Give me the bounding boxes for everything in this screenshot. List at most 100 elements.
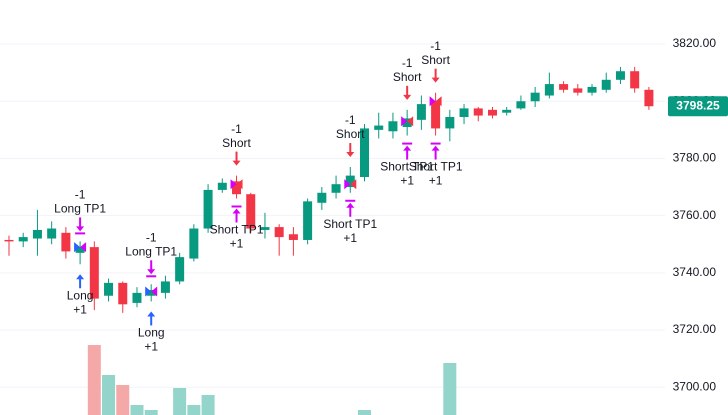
arrow-head [346, 152, 355, 158]
signal-label: -1 [402, 56, 413, 70]
candle-body [459, 108, 469, 117]
signal-label: -1 [75, 188, 86, 202]
signal-label: Long TP1 [54, 202, 106, 216]
candle-body [175, 257, 185, 282]
signal-marker [151, 286, 158, 297]
signal-label: +1 [343, 231, 357, 245]
candle-body [445, 116, 455, 129]
candle-body [89, 247, 99, 299]
y-tick-label: 3720.00 [673, 322, 717, 336]
candle-body [416, 104, 426, 120]
candle-body [431, 101, 441, 129]
candle-body [61, 232, 71, 252]
signal-label: Short TP1 [409, 160, 463, 174]
candle-body [544, 84, 554, 96]
arrow-head [403, 145, 412, 151]
signal-label: Long TP1 [125, 244, 177, 258]
candle-body [160, 281, 170, 293]
y-tick-label: 3780.00 [673, 151, 717, 165]
arrow-head [147, 311, 156, 317]
candle-body [473, 108, 483, 116]
candle-body [530, 92, 540, 102]
candle-body [32, 229, 42, 239]
signal-label: Long [138, 326, 165, 340]
candle-body [246, 194, 256, 229]
signal-arrow [76, 274, 85, 289]
candle-body [360, 128, 369, 178]
signal-arrow [231, 205, 242, 223]
candle-body [502, 109, 512, 113]
candle-body [274, 227, 284, 238]
signal-marker [145, 286, 152, 297]
signal-marker [236, 179, 243, 190]
candle-body [487, 109, 497, 116]
signal-label: -1 [345, 113, 356, 127]
signal-label: +1 [144, 340, 158, 354]
volume-bar [187, 405, 201, 415]
candle-body [47, 228, 57, 239]
candle-body [402, 118, 412, 127]
signal-arrow [75, 217, 86, 235]
candle-body [104, 282, 114, 296]
signal-label: +1 [73, 302, 87, 316]
volume-bar [102, 375, 116, 415]
candle-body [601, 79, 611, 90]
arrow-head [431, 77, 440, 83]
arrow-head [76, 226, 85, 232]
signal-arrow [403, 85, 412, 100]
arrow-head [232, 208, 241, 214]
signal-label: Long [67, 288, 94, 302]
arrow-head [232, 160, 241, 166]
signal-arrow [232, 151, 241, 166]
candle-body [374, 125, 384, 130]
y-tick-label: 3760.00 [673, 208, 717, 222]
arrow-head [403, 94, 412, 100]
volume-bar [116, 385, 130, 415]
arrow-head [147, 269, 156, 275]
signal-label: -1 [231, 122, 242, 136]
y-tick-label: 3700.00 [673, 379, 717, 393]
volume-bar [201, 395, 215, 415]
candle-body [516, 101, 526, 109]
candle-body [260, 227, 270, 230]
candle-body [573, 88, 583, 93]
signal-marker [350, 179, 357, 190]
signal-arrow [147, 311, 156, 326]
volume-bar [144, 410, 158, 415]
candle-body [644, 89, 654, 107]
arrow-head [76, 274, 85, 280]
candle-body [217, 182, 227, 190]
signal-label: +1 [400, 174, 414, 188]
signal-arrow [346, 143, 355, 158]
volume-bar [358, 410, 371, 415]
signal-label: Short [336, 127, 365, 141]
candle-body [317, 192, 327, 203]
candle-body [132, 292, 142, 303]
signal-marker [344, 179, 351, 190]
signal-marker [80, 242, 87, 253]
candle-body [203, 189, 213, 229]
volume-bar [130, 405, 144, 415]
candle-body [331, 184, 341, 193]
signal-label: -1 [146, 230, 157, 244]
candle-body [303, 201, 313, 240]
signal-label: Short TP1 [380, 160, 434, 174]
signal-label: Short [421, 53, 450, 67]
candle-body [587, 86, 597, 93]
signal-marker [401, 116, 408, 127]
candle-body [232, 181, 242, 195]
signal-marker [435, 96, 442, 107]
candle-body [388, 121, 398, 132]
volume-bar [87, 345, 101, 415]
y-tick-label: 3820.00 [673, 36, 717, 50]
signal-label: Short TP1 [210, 223, 264, 237]
signal-marker [230, 179, 237, 190]
candle-body [118, 282, 128, 305]
candle-body [345, 175, 355, 188]
signal-label: Short [222, 136, 251, 150]
candle-body [4, 239, 14, 242]
volume-bar [173, 388, 187, 415]
signal-label: Short [393, 70, 422, 84]
signal-label: +1 [429, 174, 443, 188]
signal-arrow [146, 260, 157, 278]
